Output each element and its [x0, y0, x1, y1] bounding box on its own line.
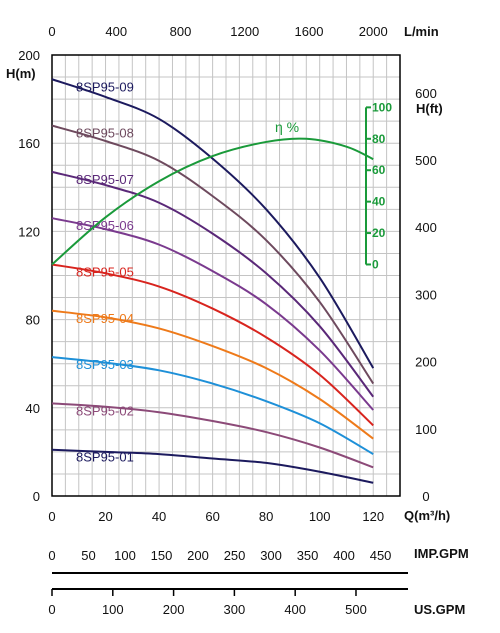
- imp-gpm-tick: 0: [48, 548, 55, 563]
- efficiency-tick: 100: [372, 100, 392, 114]
- series-line-8SP95-04: [51, 309, 374, 440]
- lmin-tick: 1600: [295, 24, 324, 39]
- imp-gpm-tick: 100: [114, 548, 136, 563]
- series-label-8SP95-09: 8SP95-09: [76, 79, 134, 94]
- imp-gpm-tick: 350: [297, 548, 319, 563]
- imp-gpm-tick: 250: [224, 548, 246, 563]
- lmin-tick: 0: [48, 24, 55, 39]
- lmin-tick: 2000: [359, 24, 388, 39]
- lmin-tick: 800: [170, 24, 192, 39]
- head-ft-tick: 500: [415, 153, 437, 168]
- efficiency-tick: 0: [372, 257, 379, 271]
- plot-frame: [51, 54, 401, 497]
- series-line-8SP95-03: [51, 356, 374, 455]
- q-m3h-tick: 60: [205, 509, 219, 524]
- head-m-tick: 160: [18, 136, 40, 151]
- series-label-8SP95-03: 8SP95-03: [76, 357, 134, 372]
- head-ft-tick: 0: [422, 489, 429, 504]
- series-line-8SP95-08: [51, 124, 375, 385]
- imp-gpm-tick: 400: [333, 548, 355, 563]
- efficiency-curve: [51, 137, 374, 266]
- us-gpm-tick: 400: [284, 602, 306, 617]
- efficiency-group: 0 20 40 60 80 100: [51, 100, 392, 271]
- imp-gpm-tick: 200: [187, 548, 209, 563]
- head-ft-tick: 200: [415, 355, 437, 370]
- head-m-tick: 120: [18, 224, 40, 239]
- efficiency-tick: 60: [372, 163, 386, 177]
- head-ft-axis-label: H(ft): [416, 101, 443, 116]
- q-m3h-axis-label: Q(m³/h): [404, 508, 450, 523]
- us-gpm-tick: 200: [163, 602, 185, 617]
- us-gpm-tick: 0: [48, 602, 55, 617]
- us-gpm-tick: 100: [102, 602, 124, 617]
- series-label-8SP95-07: 8SP95-07: [76, 172, 134, 187]
- head-m-tick: 40: [26, 401, 40, 416]
- q-m3h-tick: 0: [48, 509, 55, 524]
- lmin-axis-label: L/min: [404, 24, 439, 39]
- efficiency-tick: 20: [372, 226, 386, 240]
- series-line-8SP95-02: [51, 402, 374, 469]
- efficiency-tick: 80: [372, 132, 386, 146]
- grid: [52, 55, 400, 496]
- series-line-8SP95-07: [51, 170, 375, 398]
- us-gpm-axis-label: US.GPM: [414, 602, 465, 617]
- head-ft-tick: 300: [415, 287, 437, 302]
- head-m-tick: 200: [18, 48, 40, 63]
- head-m-tick: 80: [26, 313, 40, 328]
- efficiency-axis-label: η %: [275, 119, 299, 135]
- series-line-8SP95-05: [51, 263, 374, 427]
- tick-labels: 0 20 40 60 80 100 1200 400 800 1200 1600 2000040801…: [18, 24, 437, 524]
- lmin-tick: 400: [105, 24, 127, 39]
- head-ft-tick: 100: [415, 422, 437, 437]
- head-ft-tick: 600: [415, 86, 437, 101]
- imp-gpm-tick: 50: [81, 548, 95, 563]
- series-line-8SP95-01: [51, 448, 374, 484]
- q-m3h-tick: 40: [152, 509, 166, 524]
- q-m3h-tick: 20: [98, 509, 112, 524]
- imp-gpm-tick: 300: [260, 548, 282, 563]
- imp-gpm-tick: 450: [370, 548, 392, 563]
- us-gpm-tick: 500: [345, 602, 367, 617]
- series-label-8SP95-01: 8SP95-01: [76, 450, 134, 465]
- series-labels: 8SP95-01 8SP95-02 8SP95-03 8SP95-04 8SP95-05…: [76, 79, 134, 464]
- imp-gpm-axis-label: IMP.GPM: [414, 546, 469, 561]
- efficiency-tick: 40: [372, 195, 386, 209]
- series-label-8SP95-04: 8SP95-04: [76, 311, 134, 326]
- head-ft-tick: 400: [415, 220, 437, 235]
- head-m-tick: 0: [33, 489, 40, 504]
- imp-gpm-tick: 150: [151, 548, 173, 563]
- us-gpm-tick: 300: [224, 602, 246, 617]
- q-m3h-tick: 100: [309, 509, 331, 524]
- q-m3h-tick: 80: [259, 509, 273, 524]
- series-line-8SP95-06: [51, 217, 374, 411]
- series-label-8SP95-05: 8SP95-05: [76, 264, 134, 279]
- bottom-flow-scales: 0 50 100 150 200 250 300 350 400 450 0 100 200 300 400…: [48, 548, 408, 617]
- series-label-8SP95-02: 8SP95-02: [76, 403, 134, 418]
- q-m3h-tick: 120: [362, 509, 384, 524]
- lmin-tick: 1200: [230, 24, 259, 39]
- series-label-8SP95-08: 8SP95-08: [76, 126, 134, 141]
- head-m-axis-label: H(m): [6, 66, 36, 81]
- head-curves: [51, 78, 375, 484]
- series-line-8SP95-09: [51, 78, 375, 369]
- series-label-8SP95-06: 8SP95-06: [76, 218, 134, 233]
